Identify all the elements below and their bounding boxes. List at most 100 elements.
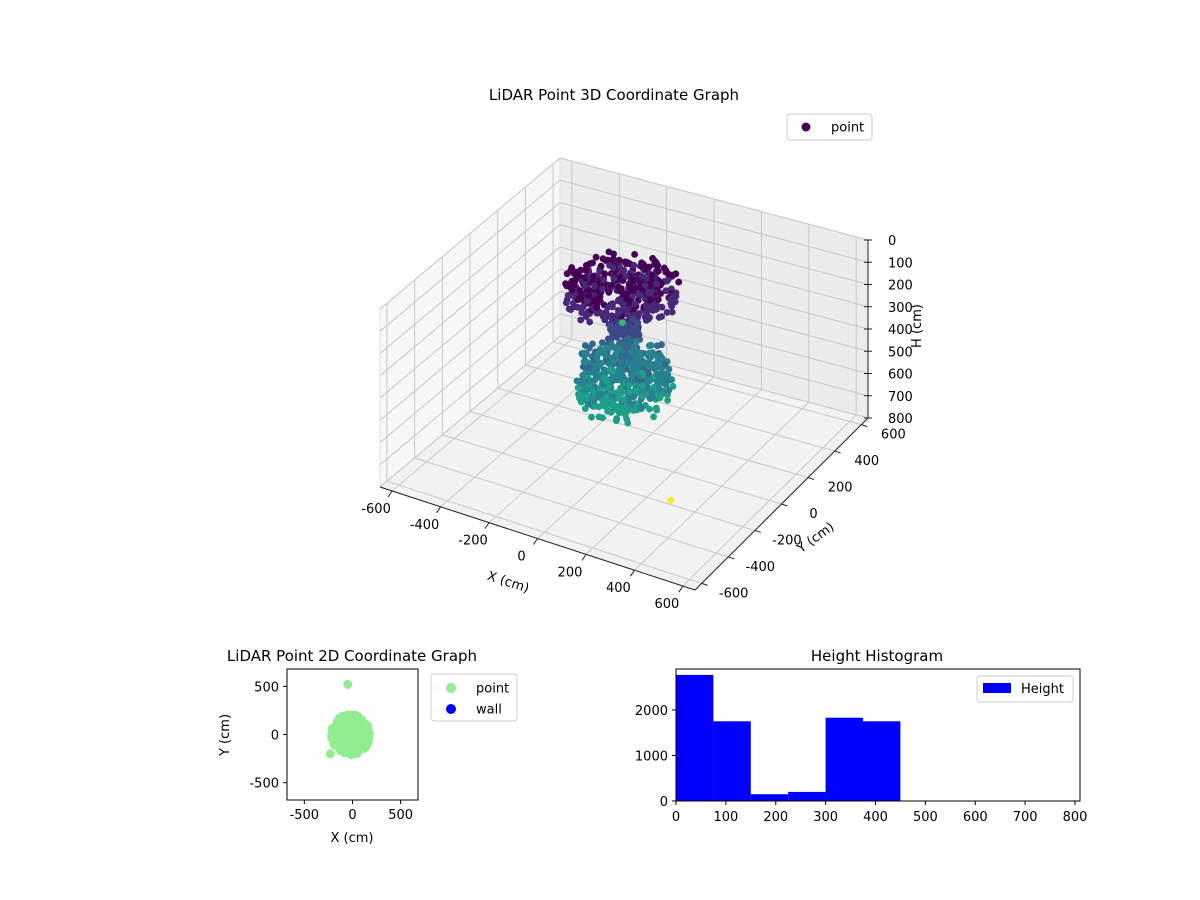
tick-label-x-3d: 400	[606, 581, 631, 596]
point-3d	[645, 370, 653, 378]
point-3d-outlier	[618, 319, 626, 327]
point-3d	[631, 251, 638, 258]
point-3d	[596, 293, 604, 301]
grid-y-floor	[469, 411, 782, 505]
point-3d	[620, 374, 627, 381]
point-3d	[591, 282, 598, 290]
point-3d	[642, 317, 650, 324]
tick-label-y-3d: 200	[828, 481, 853, 496]
point-2d	[355, 716, 365, 726]
tick-label-z-3d: 400	[888, 323, 913, 338]
chart-3d-grid	[379, 157, 869, 587]
tick-label-y-3d: -600	[719, 586, 749, 601]
chart-histogram-title: Height Histogram	[811, 647, 943, 665]
tick-y-3d	[754, 529, 762, 533]
tick-label-y-3d: 0	[809, 507, 817, 522]
point-3d	[649, 307, 657, 314]
tick-x-3d	[630, 569, 635, 577]
point-3d	[600, 276, 607, 284]
point-3d	[618, 389, 626, 397]
point-3d	[662, 381, 670, 389]
chart-2d-title: LiDAR Point 2D Coordinate Graph	[227, 647, 477, 665]
point-3d	[663, 277, 671, 285]
point-3d	[629, 406, 637, 414]
point-2d	[356, 731, 366, 740]
point-3d	[626, 338, 634, 346]
point-3d	[600, 375, 608, 382]
chart-2d-xlabel: X (cm)	[331, 831, 374, 846]
point-3d	[614, 407, 622, 414]
point-3d	[595, 413, 603, 421]
point-3d	[675, 278, 683, 286]
point-3d	[605, 344, 613, 351]
point-3d	[649, 349, 656, 356]
point-3d	[625, 381, 632, 388]
point-3d	[598, 339, 606, 347]
point-3d	[584, 392, 591, 399]
point-3d	[638, 382, 646, 390]
point-3d	[651, 257, 659, 265]
point-3d	[624, 305, 632, 313]
point-3d	[581, 352, 588, 360]
point-3d	[643, 274, 650, 282]
point-3d	[628, 278, 635, 285]
point-3d	[648, 393, 656, 401]
point-3d	[613, 417, 620, 425]
point-3d	[618, 297, 625, 304]
point-3d	[630, 343, 638, 351]
point-3d	[630, 285, 638, 293]
point-3d	[613, 376, 621, 384]
chart-2d-scatter: LiDAR Point 2D Coordinate Graph -500 0 500…	[218, 647, 518, 846]
point-3d	[628, 400, 635, 408]
point-3d	[579, 303, 587, 310]
tick-label-x-hist: 300	[813, 810, 838, 825]
point-3d	[586, 287, 594, 294]
point-3d	[654, 357, 662, 365]
point-3d	[564, 292, 572, 299]
point-3d	[568, 286, 576, 294]
chart-histogram-legend: Height	[976, 675, 1074, 703]
tick-label-x-3d: 200	[558, 565, 583, 580]
point-3d	[615, 394, 623, 402]
grid-z-left	[379, 335, 561, 488]
histogram-bar	[863, 721, 901, 801]
point-3d	[641, 282, 649, 289]
point-3d	[589, 273, 597, 281]
tick-x-3d	[436, 506, 441, 514]
chart-histogram-legend-swatch	[983, 683, 1011, 693]
point-3d	[603, 393, 610, 401]
tick-label-z-3d: 200	[888, 279, 913, 294]
tick-label-x-3d: 0	[517, 550, 525, 565]
point-3d	[572, 275, 580, 283]
point-3d	[664, 374, 672, 382]
tick-label-z-3d: 700	[888, 390, 913, 405]
point-3d	[624, 259, 632, 266]
tick-label-x-3d: 600	[654, 597, 679, 612]
grid-z-back	[559, 224, 869, 308]
point-3d	[648, 271, 656, 279]
point-3d	[565, 305, 573, 313]
tick-label-y-2d: 500	[254, 680, 279, 695]
point-3d	[578, 309, 586, 316]
point-3d	[583, 297, 591, 305]
point-3d	[607, 282, 615, 289]
chart-2d-legend: point wall	[430, 673, 518, 722]
tick-label-x-2d: -500	[290, 808, 320, 823]
tick-y-3d	[807, 477, 815, 481]
point-3d	[653, 280, 661, 288]
point-3d	[628, 293, 636, 300]
point-3d	[646, 405, 653, 413]
tick-label-x-hist: 0	[672, 810, 680, 825]
grid-y-floor	[442, 434, 756, 531]
point-3d	[637, 404, 645, 412]
point-2d	[344, 748, 353, 758]
point-3d	[669, 271, 676, 279]
point-3d	[596, 268, 603, 276]
grid-z-left	[379, 246, 561, 399]
point-3d	[581, 342, 589, 349]
grid-z-left	[379, 224, 561, 377]
point-3d	[613, 324, 621, 332]
point-3d	[656, 386, 664, 394]
tick-y-3d	[701, 582, 708, 586]
